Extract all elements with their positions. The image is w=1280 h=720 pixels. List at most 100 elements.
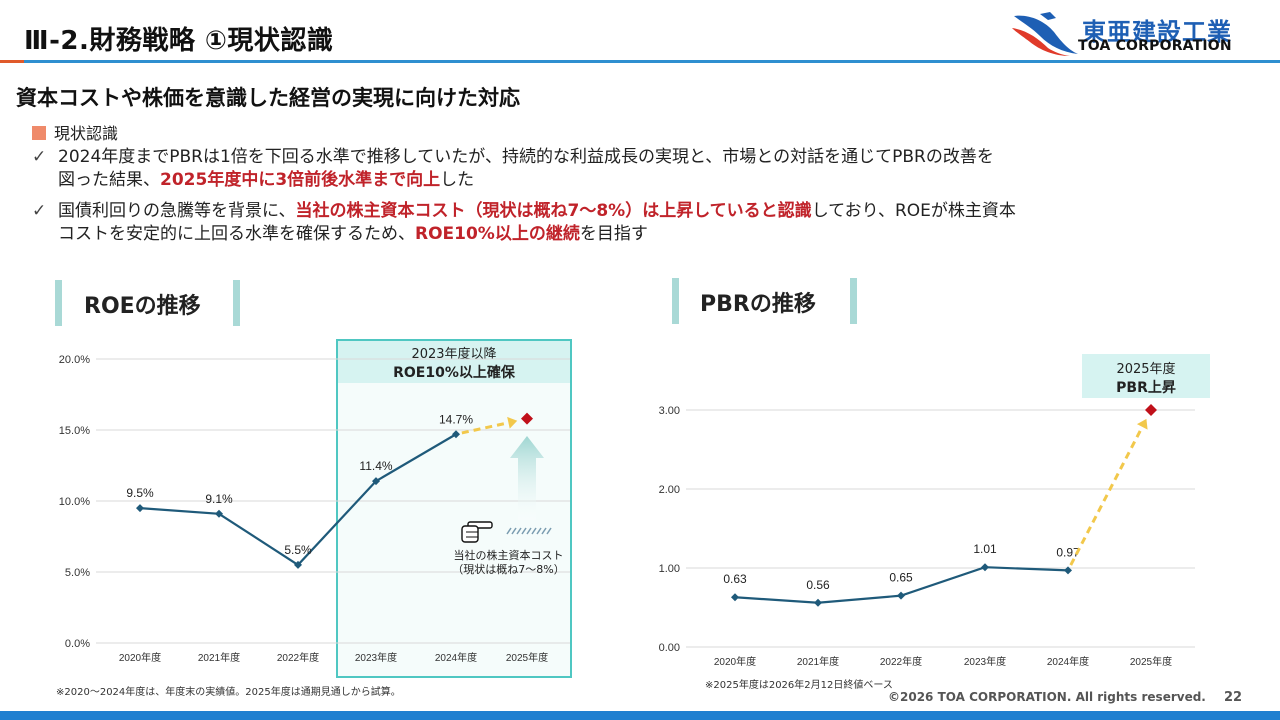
section-heading-label: 現状認識 [54, 124, 119, 143]
hatch-line [536, 527, 542, 535]
roe-callout-band [338, 341, 570, 383]
bullet-text-part: した [440, 170, 475, 190]
header-divider-accent [0, 60, 24, 63]
check-icon: ✓ [32, 201, 47, 221]
bullet-text-part: コストを安定的に上回る水準を確保するため、 [58, 224, 415, 244]
square-bullet-icon [32, 126, 46, 140]
y-tick-label: 3.00 [659, 405, 680, 417]
y-tick-label: 1.00 [659, 563, 680, 575]
bullet-line: コストを安定的に上回る水準を確保するため、ROE10%以上の継続を目指す [58, 223, 1218, 246]
data-point [372, 477, 380, 486]
roe-callout-line1: 2023年度以降 [411, 347, 497, 362]
heading-bracket-left [55, 280, 62, 326]
x-tick-label: 2022年度 [880, 655, 922, 668]
bullet-highlight: 当社の株主資本コスト（現状は概ね7～8%）は上昇していると認識 [295, 201, 812, 221]
forecast-arrow-head [507, 416, 518, 429]
bullet-highlight: 2025年度中に3倍前後水準まで向上 [160, 170, 441, 190]
bullet-text: 国債利回りの急騰等を背景に、当社の株主資本コスト（現状は概ね7～8%）は上昇して… [58, 200, 1218, 246]
pbr-callout: 2025年度 PBR上昇 [1082, 358, 1210, 397]
pbr-chart-heading: PBRの推移 [700, 292, 816, 317]
page-title: Ⅲ-2.財務戦略 ①現状認識 [24, 26, 334, 56]
data-label: 0.63 [723, 572, 747, 586]
pbr-callout-box [1082, 354, 1210, 398]
forecast-arrow-line [1069, 423, 1145, 566]
hatch-line [541, 527, 547, 535]
data-label: 5.5% [284, 543, 312, 557]
data-point [136, 504, 144, 513]
x-tick-label: 2025年度 [506, 651, 548, 664]
x-tick-label: 2021年度 [198, 651, 240, 664]
x-tick-label: 2021年度 [797, 655, 839, 668]
data-point [1064, 566, 1072, 575]
pbr-footnote: ※2025年度は2026年2月12日終値ベース [705, 680, 893, 691]
hatch-line [511, 527, 517, 535]
logo-bird-icon [1012, 12, 1078, 56]
x-tick-label: 2024年度 [435, 651, 477, 664]
cost-note-line2: （現状は概ね7～8%） [452, 563, 565, 576]
roe-footnote: ※2020～2024年度は、年度末の実績値。2025年度は通期見通しから試算。 [56, 687, 401, 698]
x-tick-label: 2020年度 [119, 651, 161, 664]
copyright: ©2026 TOA CORPORATION. All rights reserv… [888, 690, 1206, 704]
hatch-line [526, 527, 532, 535]
bullet-text-part: 国債利回りの急騰等を背景に、 [58, 201, 296, 221]
logo-text-jp: 東亜建設工業 [1082, 18, 1232, 46]
hatch-line [516, 527, 522, 535]
data-label: 14.7% [439, 412, 473, 426]
pointing-hand-icon [461, 521, 493, 543]
y-tick-label: 20.0% [59, 354, 90, 366]
hatch-line [546, 527, 552, 535]
slide-subtitle: 資本コストや株価を意識した経営の実現に向けた対応 [16, 86, 520, 110]
forecast-point [1145, 404, 1157, 416]
data-label: 0.97 [1056, 545, 1080, 559]
bullet-line: 国債利回りの急騰等を背景に、当社の株主資本コスト（現状は概ね7～8%）は上昇して… [58, 200, 1218, 223]
company-logo: 東亜建設工業 TOA CORPORATION [1010, 10, 1255, 56]
data-point [215, 509, 223, 518]
hatch-line [506, 527, 512, 535]
bullet-text-part: しており、ROEが株主資本 [811, 201, 1016, 221]
header-divider [0, 60, 1280, 63]
roe-callout: 2023年度以降 ROE10%以上確保 [338, 343, 570, 382]
data-point [731, 593, 739, 602]
bullet-line: 2024年度までPBRは1倍を下回る水準で推移していたが、持続的な利益成長の実現… [58, 147, 994, 167]
cost-note-line1: 当社の株主資本コスト [453, 549, 564, 562]
heading-bracket-left [672, 278, 679, 324]
bullet-line: 図った結果、2025年度中に3倍前後水準まで向上した [58, 169, 1218, 192]
x-tick-label: 2023年度 [964, 655, 1006, 668]
heading-bracket-right [850, 278, 857, 324]
section-heading: 現状認識 [32, 120, 118, 144]
footer-bar [0, 711, 1280, 720]
data-point [294, 560, 302, 569]
data-point [814, 598, 822, 607]
data-label: 0.56 [806, 578, 830, 592]
bullet-text: 2024年度までPBRは1倍を下回る水準で推移していたが、持続的な利益成長の実現… [58, 146, 1218, 192]
page-number: 22 [1224, 690, 1243, 705]
data-label: 11.4% [359, 459, 392, 473]
pbr-callout-line1: 2025年度 [1116, 362, 1176, 377]
bullet-text-part: 図った結果、 [58, 170, 160, 190]
bullet-highlight: ROE10%以上の継続 [415, 224, 580, 244]
roe-callout-line2: ROE10%以上確保 [393, 365, 515, 381]
check-icon: ✓ [32, 147, 47, 167]
x-tick-label: 2025年度 [1130, 655, 1172, 668]
data-label: 1.01 [973, 542, 997, 556]
y-tick-label: 0.00 [659, 642, 680, 654]
x-tick-label: 2020年度 [714, 655, 756, 668]
forecast-point [521, 412, 533, 425]
forecast-arrow-line [461, 420, 512, 435]
y-tick-label: 2.00 [659, 484, 680, 496]
bullet-text-part: を目指す [579, 224, 648, 244]
heading-bracket-right [233, 280, 240, 326]
y-tick-label: 10.0% [59, 496, 90, 508]
data-label: 9.1% [205, 492, 233, 506]
cost-of-capital-note: 当社の株主資本コスト （現状は概ね7～8%） [446, 549, 571, 577]
hatch-line [531, 527, 537, 535]
cost-up-arrow [510, 436, 544, 520]
hand-palm [461, 525, 479, 543]
y-tick-label: 15.0% [59, 425, 90, 437]
x-tick-label: 2023年度 [355, 651, 397, 664]
forecast-arrow-head [1136, 418, 1148, 430]
data-point [897, 591, 905, 600]
data-point [981, 563, 989, 572]
roe-chart-heading: ROEの推移 [84, 294, 201, 319]
